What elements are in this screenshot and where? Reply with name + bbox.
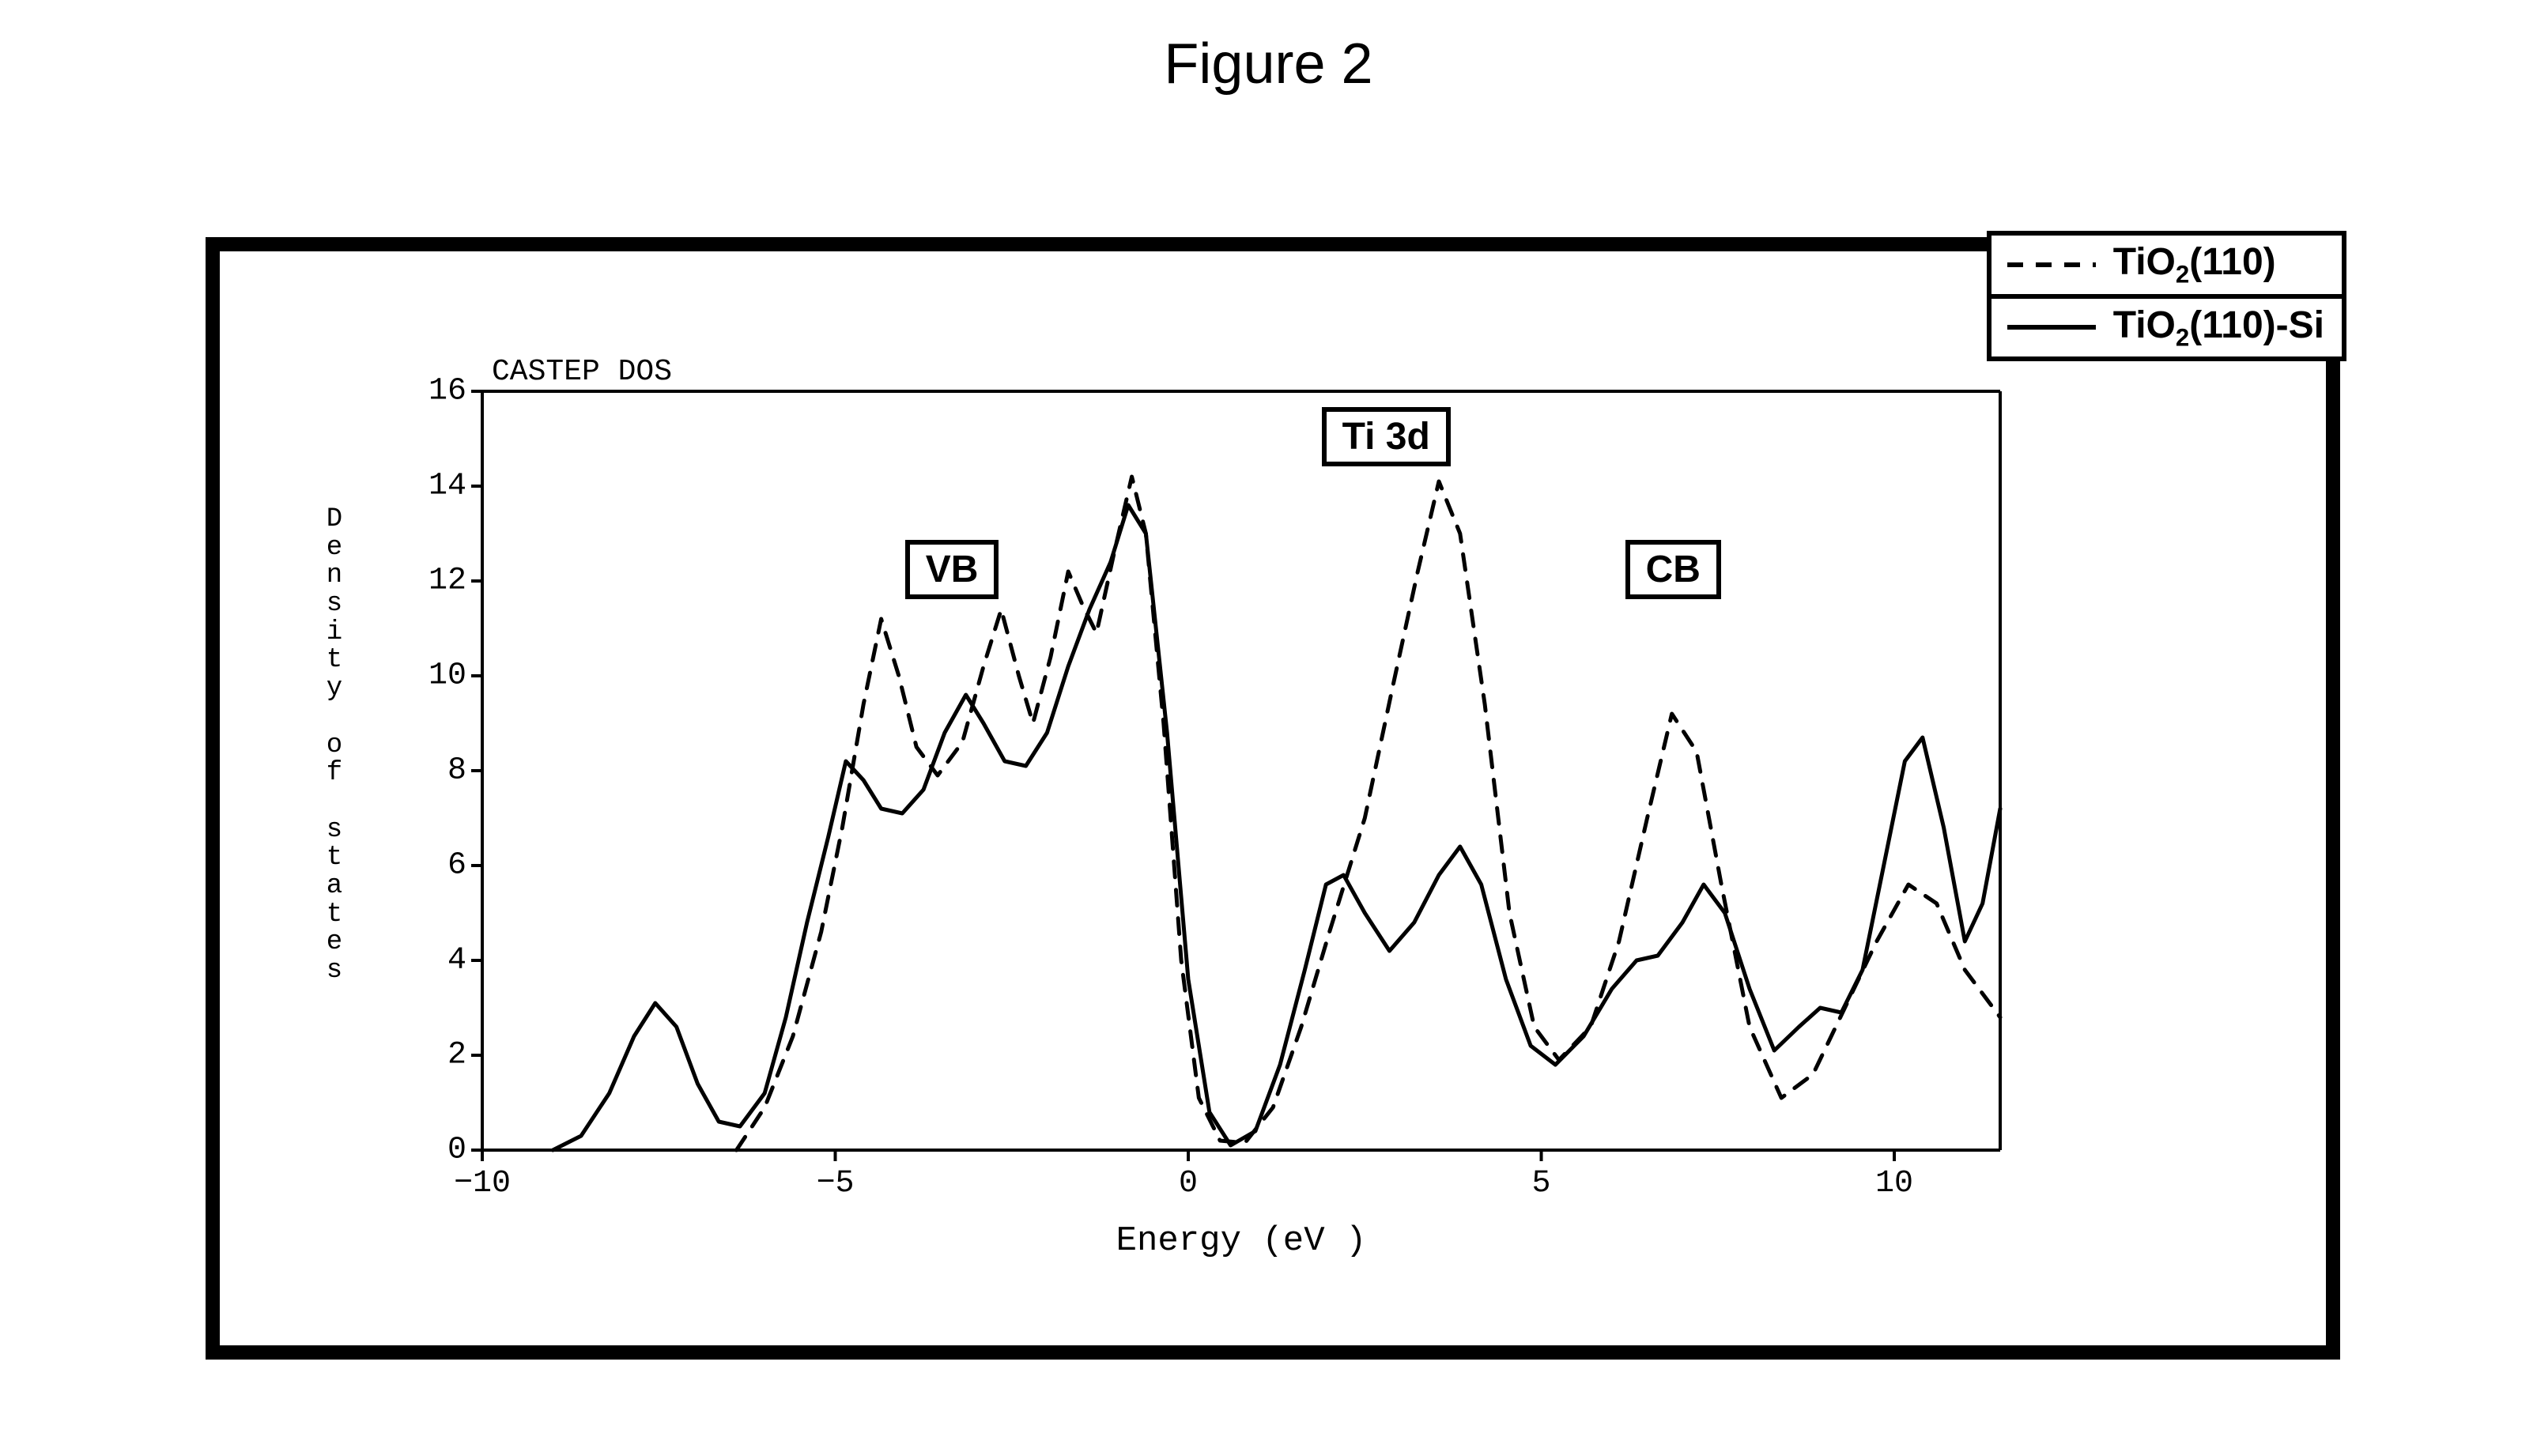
ytick-label: 10 (395, 658, 466, 694)
x-axis-label: Energy (eV ) (482, 1221, 2000, 1261)
plot-area: CASTEP DOS Energy (eV ) 0246810121416−10… (482, 391, 2000, 1150)
figure-page: Figure 2 TiO2(110) TiO2(110)-Si CASTEP DO… (0, 0, 2537, 1456)
legend-label: TiO2(110)-Si (2113, 304, 2324, 353)
ytick-label: 2 (395, 1038, 466, 1073)
ytick-label: 12 (395, 564, 466, 599)
legend-label: TiO2(110) (2113, 240, 2276, 289)
annotation-ti-3d: Ti 3d (1322, 407, 1451, 466)
series-TiO2(110)-Si (553, 505, 2000, 1150)
xtick-label: −5 (816, 1166, 854, 1201)
figure-title: Figure 2 (0, 32, 2537, 96)
xtick-label: 10 (1875, 1166, 1913, 1201)
series-group (553, 477, 2000, 1150)
plot-inner-title: CASTEP DOS (492, 355, 672, 389)
y-axis-label: Density of states (324, 506, 345, 986)
legend: TiO2(110) TiO2(110)-Si (1987, 231, 2346, 361)
ytick-label: 8 (395, 753, 466, 789)
legend-item-TiO2(110)-Si: TiO2(110)-Si (1991, 299, 2342, 357)
legend-item-TiO2(110): TiO2(110) (1991, 236, 2342, 299)
legend-swatch-icon (2004, 311, 2099, 343)
annotation-cb: CB (1625, 540, 1721, 599)
plot-svg (482, 391, 2000, 1150)
xtick-label: −10 (454, 1166, 511, 1201)
annotation-vb: VB (905, 540, 999, 599)
ytick-label: 6 (395, 848, 466, 884)
xtick-label: 0 (1179, 1166, 1198, 1201)
ytick-label: 0 (395, 1133, 466, 1168)
xtick-label: 5 (1532, 1166, 1551, 1201)
ytick-label: 14 (395, 469, 466, 504)
legend-swatch-icon (2004, 249, 2099, 281)
ytick-label: 16 (395, 374, 466, 409)
ytick-label: 4 (395, 943, 466, 979)
